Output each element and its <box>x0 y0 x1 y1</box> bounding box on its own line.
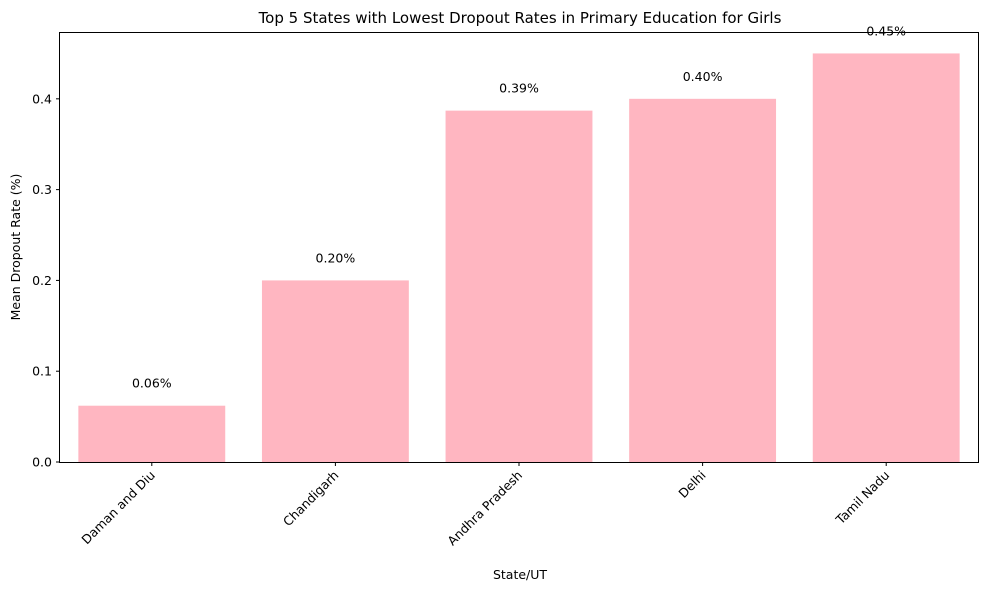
bars: 0.06% 0.20% 0.39% 0.40% 0.45% <box>78 23 960 463</box>
data-label: 0.06% <box>132 376 172 391</box>
data-label: 0.40% <box>683 69 723 84</box>
y-tick-label: 0.4 <box>32 91 52 106</box>
x-tick-label: Chandigarh <box>280 468 342 530</box>
y-tick-label: 0.1 <box>32 364 52 379</box>
y-axis-ticks: 0.0 0.1 0.2 0.3 0.4 <box>32 91 60 470</box>
data-label: 0.45% <box>866 23 906 38</box>
bar <box>261 280 409 462</box>
plot-area-frame <box>59 32 979 463</box>
chart-title: Top 5 States with Lowest Dropout Rates i… <box>258 9 782 27</box>
x-axis-label: State/UT <box>493 567 547 582</box>
y-tick-label: 0.3 <box>32 182 52 197</box>
bar <box>812 53 960 463</box>
data-label: 0.39% <box>499 81 539 96</box>
x-tick-label: Delhi <box>675 468 708 501</box>
y-tick-label: 0.2 <box>32 273 52 288</box>
bar <box>629 98 777 463</box>
bar <box>78 405 226 462</box>
y-tick-label: 0.0 <box>32 455 52 470</box>
y-axis-label: Mean Dropout Rate (%) <box>8 174 23 321</box>
data-label: 0.20% <box>316 250 356 265</box>
x-tick-label: Andhra Pradesh <box>444 468 525 549</box>
x-axis-ticks: Daman and Diu Chandigarh Andhra Pradesh Del… <box>78 462 892 548</box>
x-tick-label: Daman and Diu <box>78 468 158 548</box>
bar <box>445 110 593 462</box>
x-tick-label: Tamil Nadu <box>832 468 892 528</box>
